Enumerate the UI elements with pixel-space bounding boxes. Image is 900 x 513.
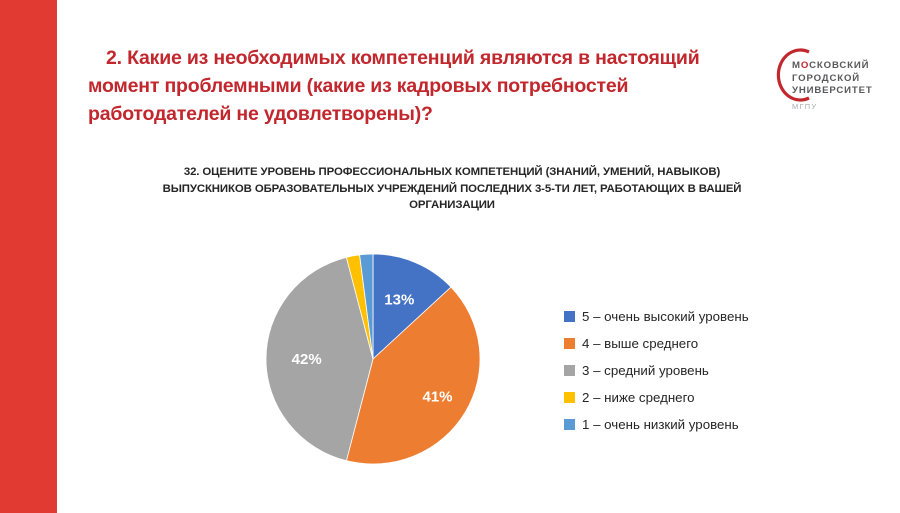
logo-arc-icon — [776, 48, 810, 102]
pie-chart: 13%41%42%2%2% — [265, 253, 481, 465]
pie-slice-label: 42% — [292, 351, 322, 368]
pie-slice — [265, 256, 374, 462]
university-logo: МОСКОВСКИЙ ГОРОДСКОЙ УНИВЕРСИТЕТ МГПУ — [768, 44, 888, 122]
chart-title: 32. ОЦЕНИТЕ УРОВЕНЬ ПРОФЕССИОНАЛЬНЫХ КОМ… — [162, 166, 742, 211]
legend-swatch-icon — [564, 311, 575, 322]
legend-item[interactable]: 1 – очень низкий уровень — [564, 411, 839, 438]
legend-swatch-icon — [564, 365, 575, 376]
chart-legend: 5 – очень высокий уровень 4 – выше средне… — [564, 303, 839, 438]
pie-svg: 13%41%42%2%2% — [265, 253, 481, 465]
legend-item-label: 3 – средний уровень — [582, 363, 709, 378]
left-accent-bar — [0, 0, 57, 513]
pie-slice — [372, 253, 452, 360]
legend-item[interactable]: 3 – средний уровень — [564, 357, 839, 384]
legend-item-label: 5 – очень высокий уровень — [582, 309, 749, 324]
legend-item-label: 1 – очень низкий уровень — [582, 417, 739, 432]
logo-line-3: УНИВЕРСИТЕТ — [792, 85, 873, 96]
pie-slice-label: 41% — [422, 388, 452, 405]
pie-slice — [345, 286, 481, 465]
legend-item[interactable]: 2 – ниже среднего — [564, 384, 839, 411]
logo-line-2: ГОРОДСКОЙ — [792, 72, 861, 84]
logo-wordmark: МОСКОВСКИЙ ГОРОДСКОЙ УНИВЕРСИТЕТ МГПУ — [792, 60, 873, 113]
pie-slice-label: 13% — [384, 291, 414, 308]
pie-slice-label: 2% — [357, 253, 378, 255]
legend-item-label: 4 – выше среднего — [582, 336, 699, 351]
legend-swatch-icon — [564, 392, 575, 403]
legend-swatch-icon — [564, 338, 575, 349]
logo-line-1: МОСКОВСКИЙ — [792, 60, 870, 71]
pie-slice — [359, 253, 374, 360]
legend-item[interactable]: 4 – выше среднего — [564, 330, 839, 357]
legend-swatch-icon — [564, 419, 575, 430]
legend-item[interactable]: 5 – очень высокий уровень — [564, 303, 839, 330]
page-title: 2. Какие из необходимых компетенций явля… — [88, 47, 700, 125]
legend-item-label: 2 – ниже среднего — [582, 390, 695, 405]
pie-chart-block: 32. ОЦЕНИТЕ УРОВЕНЬ ПРОФЕССИОНАЛЬНЫХ КОМ… — [57, 150, 900, 513]
logo-abbreviation: МГПУ — [792, 101, 818, 111]
